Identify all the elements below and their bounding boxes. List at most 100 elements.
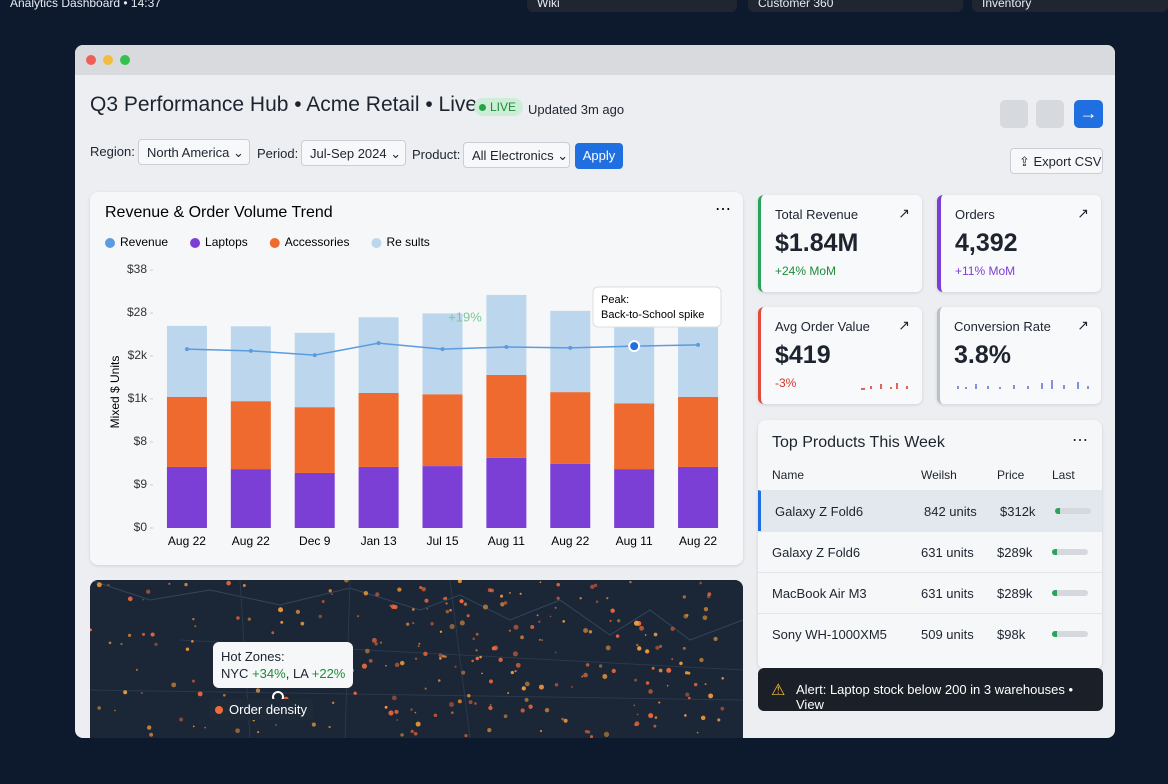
table-row[interactable]: Galaxy Z Fold6 631 units $289k: [758, 531, 1102, 572]
map-light: [682, 595, 687, 599]
kpi-card[interactable]: Conversion Rate ↗ 3.8%: [937, 307, 1101, 404]
menu[interactable]: ⋯: [715, 201, 731, 218]
map-light: [489, 703, 492, 706]
map-light: [449, 623, 455, 630]
cell: 631 units: [921, 545, 974, 560]
map-light: [107, 583, 110, 587]
product-select[interactable]: All Electronics ⌄: [463, 142, 570, 168]
bar-segment: [422, 394, 463, 467]
select-value: North America: [147, 145, 230, 160]
map-light: [617, 619, 621, 623]
region-select[interactable]: North America ⌄: [138, 139, 250, 165]
y-tick-label: $1k: [128, 391, 148, 405]
go-button[interactable]: →: [1074, 100, 1103, 128]
chat-button[interactable]: [1000, 100, 1028, 128]
tab[interactable]: Analytics Dashboard • 14:37: [10, 0, 161, 10]
kpi-card[interactable]: Total Revenue ↗ $1.84M +24% MoM: [758, 195, 922, 292]
period-select[interactable]: Jul-Sep 2024 ⌄: [301, 140, 406, 166]
map-light: [554, 606, 557, 609]
map-light: [699, 657, 704, 663]
tab[interactable]: Wiki: [527, 0, 737, 12]
map-light: [654, 716, 658, 719]
bar-segment: [614, 469, 655, 528]
map-light: [706, 594, 711, 599]
map-light: [644, 634, 647, 636]
map-light: [482, 604, 489, 610]
map-light: [271, 631, 275, 635]
table-row[interactable]: MacBook Air M3 631 units $289k: [758, 572, 1102, 613]
kpi-card[interactable]: Orders ↗ 4,392 +11% MoM: [937, 195, 1101, 292]
cell: Sony WH-1000XM5: [772, 627, 887, 642]
map-light: [135, 668, 139, 672]
map-light: [419, 585, 423, 590]
map-light: [275, 724, 277, 726]
legend-swatch: [269, 238, 280, 248]
map-light: [487, 588, 492, 593]
map-light: [150, 632, 155, 637]
map-light: [603, 731, 610, 737]
alert[interactable]: ⚠ Alert: Laptop stock below 200 in 3 war…: [758, 668, 1103, 712]
map-light: [639, 625, 645, 631]
apply-button[interactable]: Apply: [575, 143, 623, 169]
bar-segment: [422, 313, 463, 395]
map-light: [356, 615, 360, 618]
column-header: Name: [772, 468, 805, 482]
map-light: [331, 593, 333, 596]
map-light: [666, 684, 669, 687]
y-tick-label: $8: [134, 434, 148, 448]
map-light: [423, 651, 428, 657]
kpi-change: -3%: [775, 376, 797, 390]
chart-panel: Revenue & Order Volume Trend ⋯ Mixed $ U…: [90, 192, 743, 565]
map-light: [593, 583, 598, 588]
map-light: [598, 664, 603, 668]
map-light: [475, 649, 478, 652]
map-light: [439, 630, 443, 634]
tab[interactable]: Customer 360: [748, 0, 963, 12]
map-light: [539, 729, 543, 733]
map-light: [247, 617, 252, 621]
map-light: [605, 645, 611, 651]
table-row[interactable]: Sony WH-1000XM5 509 units $98k: [758, 613, 1102, 654]
map-light: [671, 658, 674, 661]
map-light: [388, 710, 394, 716]
alert-text: Alert: Laptop stock below 200 in 3 wareh…: [796, 682, 1073, 712]
map-light: [184, 582, 188, 587]
map-light: [414, 711, 417, 714]
menu[interactable]: ⋯: [1072, 432, 1088, 449]
map-light: [472, 637, 476, 641]
map-light: [321, 600, 325, 603]
map-light: [633, 704, 636, 707]
map-light: [192, 617, 195, 621]
tooltip: [592, 286, 722, 328]
x-tick-label: Aug 22: [232, 534, 270, 548]
kpi-card[interactable]: Avg Order Value ↗ $419 -3%: [758, 307, 922, 404]
bar-segment: [358, 466, 399, 528]
close[interactable]: [86, 55, 96, 65]
bar-segment: [358, 317, 399, 393]
map-light: [295, 609, 301, 614]
chart: Revenue & Order Volume Trend ⋯ Mixed $ U…: [105, 201, 731, 548]
table-row[interactable]: Galaxy Z Fold6 842 units $312k: [758, 490, 1102, 531]
map-light: [414, 657, 418, 660]
map-light: [471, 659, 474, 663]
export-button[interactable]: ⇪ Export CSV: [1010, 148, 1103, 174]
kpi-label: Conversion Rate: [954, 319, 1051, 334]
maximize[interactable]: [120, 55, 130, 65]
map-light: [328, 589, 332, 593]
map-light: [171, 682, 177, 688]
cell: $312k: [1000, 504, 1036, 519]
map-light: [498, 657, 503, 662]
line-point: [376, 341, 381, 346]
tab[interactable]: Inventory: [972, 0, 1168, 12]
cell: 842 units: [924, 504, 977, 519]
map-tooltip: Hot Zones: NYC +34%, LA +22%: [213, 642, 354, 688]
map-light: [655, 645, 660, 650]
bar-segment: [486, 457, 527, 528]
refresh-button[interactable]: [1036, 100, 1064, 128]
map-light: [399, 660, 405, 666]
map-light: [721, 677, 724, 680]
x-tick-label: Aug 11: [616, 534, 653, 548]
minimize[interactable]: [103, 55, 113, 65]
column-header: Price: [997, 468, 1025, 482]
filter-label: Product:: [412, 147, 461, 162]
